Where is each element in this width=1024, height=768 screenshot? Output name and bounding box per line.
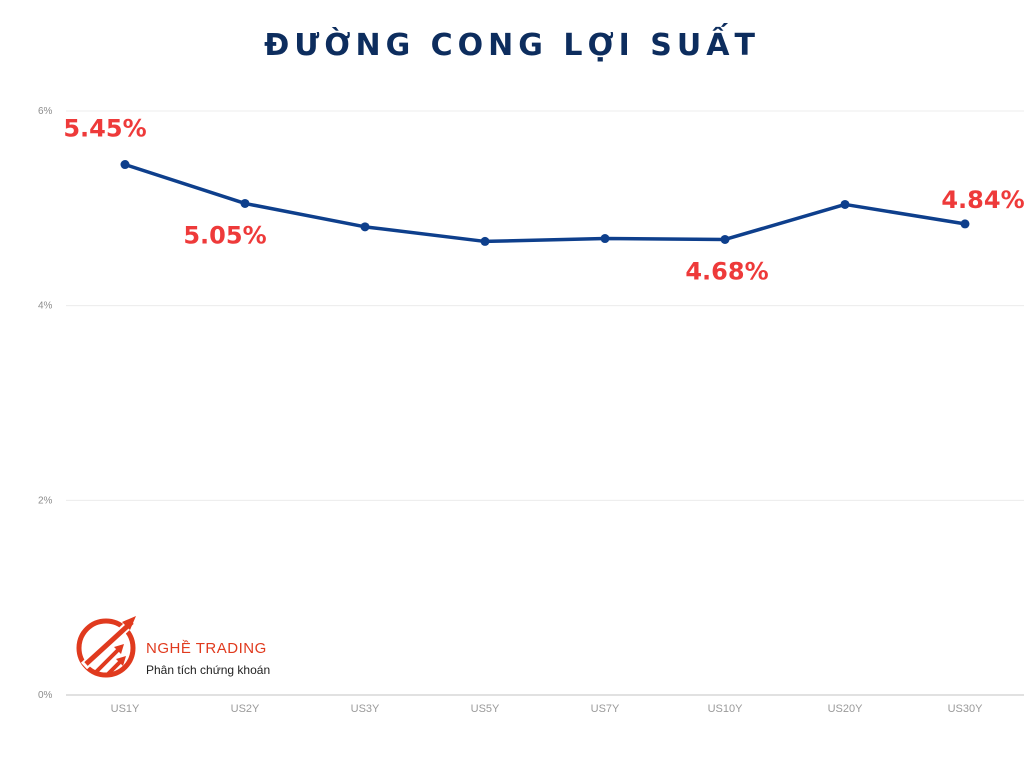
x-tick-label: US7Y	[591, 703, 620, 715]
x-tick-label: US10Y	[708, 703, 744, 715]
brand-logo: NGHỀ TRADING Phân tích chứng khoán	[74, 614, 304, 684]
data-point	[480, 236, 490, 246]
series-line	[123, 162, 967, 244]
data-point	[720, 234, 730, 244]
data-label: 4.84%	[941, 186, 1024, 214]
y-tick-label: 4%	[38, 301, 53, 312]
data-point	[840, 199, 850, 209]
y-tick-label: 2%	[38, 495, 53, 506]
x-tick-label: US5Y	[471, 703, 500, 715]
y-tick-label: 0%	[38, 690, 53, 701]
brand-logo-icon	[76, 616, 138, 678]
x-tick-label: US30Y	[948, 703, 984, 715]
x-tick-label: US1Y	[111, 703, 140, 715]
chart-title: ĐƯỜNG CONG LỢI SUẤT	[264, 28, 760, 63]
series-layer	[120, 160, 970, 246]
data-label: 4.68%	[685, 257, 768, 285]
data-point	[600, 234, 610, 244]
data-point	[360, 222, 370, 232]
data-label: 5.05%	[183, 221, 266, 249]
brand-name: NGHỀ TRADING	[146, 640, 267, 657]
x-tick-label: US2Y	[231, 703, 260, 715]
data-point	[120, 160, 130, 170]
x-tick-label: US20Y	[828, 703, 864, 715]
axis-ticks: 0% 2% 4% 6% US1Y US2Y US3Y US5Y US7Y US10Y US20Y US…	[38, 106, 983, 715]
grid-lines	[66, 110, 1024, 696]
data-label: 5.45%	[63, 115, 146, 143]
brand-tagline: Phân tích chứng khoán	[146, 663, 271, 677]
data-labels: 5.45% 5.05% 4.68% 4.84%	[63, 115, 1024, 286]
data-point	[240, 198, 250, 208]
x-tick-label: US3Y	[351, 703, 380, 715]
data-point	[960, 219, 970, 229]
y-tick-label: 6%	[38, 106, 53, 117]
